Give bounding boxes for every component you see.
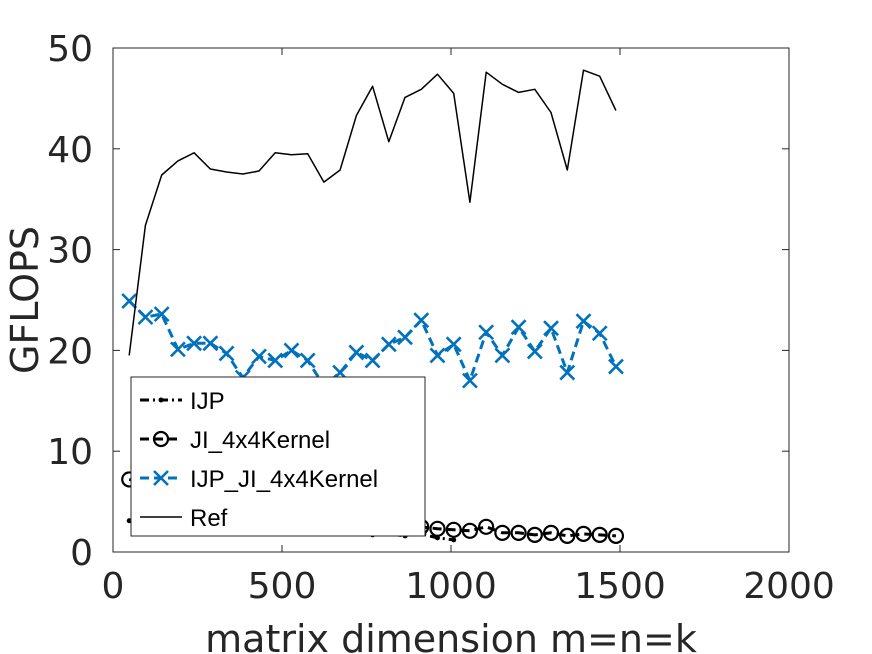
data-point: [429, 347, 446, 364]
data-point: [218, 345, 235, 362]
legend-label: IJP: [190, 388, 225, 415]
series-line: [128, 69, 617, 356]
legend-label: JI_4x4Kernel: [190, 427, 330, 454]
series-ijp-ji-4x4kernel: [121, 293, 624, 394]
x-tick-label: 1500: [574, 566, 666, 607]
data-point: [494, 524, 511, 541]
data-point: [575, 313, 592, 330]
data-point: [559, 364, 576, 381]
legend-marker: [153, 470, 169, 486]
data-point: [445, 521, 462, 538]
data-point: [591, 325, 608, 342]
legend-entry: IJP_JI_4x4Kernel: [140, 466, 378, 493]
data-point: [542, 524, 560, 541]
data-point: [445, 336, 462, 353]
data-point: [510, 524, 527, 541]
x-tick-label: 0: [102, 566, 125, 607]
data-point: [543, 320, 559, 337]
x-tick-label: 2000: [743, 566, 835, 607]
legend-entry: IJP: [140, 388, 225, 415]
series-ref: [128, 69, 617, 356]
data-point: [251, 348, 267, 365]
data-point: [526, 343, 543, 360]
data-point: [575, 525, 592, 542]
legend-entry: Ref: [140, 505, 228, 532]
data-point: [397, 329, 413, 346]
legend-entries: IJP JI_4x4Kernel IJP_JI_4x4Kernel Ref: [140, 388, 378, 532]
legend-marker: [152, 430, 170, 448]
data-point: [126, 518, 132, 524]
data-point: [451, 537, 457, 543]
x-axis-title: matrix dimension m=n=k: [205, 617, 697, 654]
data-point: [608, 358, 624, 375]
data-point: [380, 336, 397, 353]
data-point: [364, 352, 381, 369]
data-point: [348, 344, 365, 361]
y-tick-label: 0: [70, 533, 93, 574]
data-point: [153, 306, 170, 323]
legend-box: [130, 376, 426, 537]
y-axis-title: GFLOPS: [3, 226, 47, 374]
data-point: [121, 293, 138, 309]
data-point: [478, 518, 495, 535]
data-point: [299, 352, 316, 369]
data-point: [461, 522, 479, 539]
y-tick-label: 20: [47, 331, 93, 372]
data-point: [186, 335, 203, 352]
data-point: [510, 319, 527, 336]
legend-label: Ref: [190, 505, 228, 532]
legend: IJP JI_4x4Kernel IJP_JI_4x4Kernel Ref: [130, 376, 426, 537]
data-point: [526, 526, 543, 543]
data-point: [607, 527, 625, 544]
legend-label: IJP_JI_4x4Kernel: [190, 466, 378, 493]
x-tick-label: 1000: [405, 566, 497, 607]
y-tick-label: 30: [47, 231, 93, 272]
series-line: [128, 477, 616, 538]
ticks-layer: 0 500 1000 1500 2000 0 10 20 30 40 50: [47, 29, 835, 607]
y-tick-label: 40: [47, 130, 93, 171]
legend-entry: JI_4x4Kernel: [140, 427, 330, 454]
data-point: [591, 526, 608, 543]
data-point: [267, 352, 284, 369]
x-tick-label: 500: [248, 566, 317, 607]
data-point: [494, 347, 511, 364]
data-point: [413, 312, 430, 329]
data-point: [429, 520, 446, 537]
y-tick-label: 50: [47, 29, 93, 70]
data-point: [478, 324, 495, 341]
data-point: [283, 342, 300, 359]
data-point: [169, 341, 186, 358]
data-point: [202, 335, 219, 352]
data-point: [462, 372, 478, 389]
data-point: [559, 527, 576, 544]
legend-marker: [158, 397, 164, 403]
data-point: [137, 309, 154, 326]
y-tick-label: 10: [47, 432, 93, 473]
